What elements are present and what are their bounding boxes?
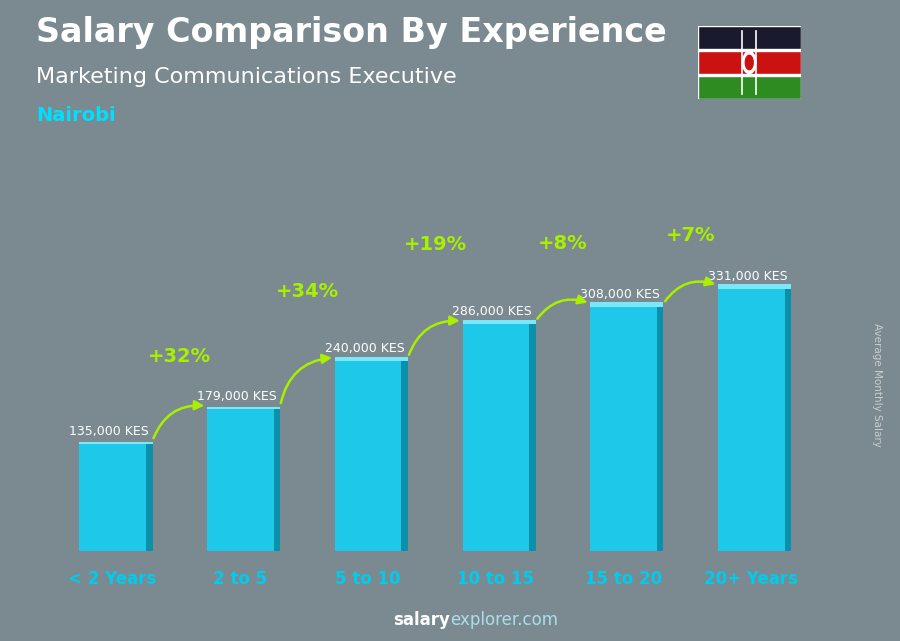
Bar bbox=[718, 284, 791, 288]
Text: 15 to 20: 15 to 20 bbox=[585, 570, 662, 588]
Bar bbox=[785, 288, 791, 551]
Text: Salary Comparison By Experience: Salary Comparison By Experience bbox=[36, 16, 667, 49]
Bar bbox=[463, 324, 529, 551]
Bar bbox=[698, 26, 801, 50]
Text: explorer.com: explorer.com bbox=[450, 612, 558, 629]
Text: 240,000 KES: 240,000 KES bbox=[325, 342, 404, 354]
Bar bbox=[698, 74, 801, 76]
Bar bbox=[657, 307, 663, 551]
Text: 331,000 KES: 331,000 KES bbox=[708, 270, 788, 283]
Bar bbox=[146, 444, 152, 551]
Bar bbox=[335, 358, 408, 361]
Text: 20+ Years: 20+ Years bbox=[705, 570, 798, 588]
Text: 5 to 10: 5 to 10 bbox=[336, 570, 400, 588]
Bar bbox=[590, 303, 663, 307]
Polygon shape bbox=[745, 55, 753, 70]
Text: 135,000 KES: 135,000 KES bbox=[69, 425, 149, 438]
Text: salary: salary bbox=[393, 612, 450, 629]
Text: +19%: +19% bbox=[404, 235, 467, 254]
Text: +7%: +7% bbox=[666, 226, 716, 246]
Text: < 2 Years: < 2 Years bbox=[68, 570, 157, 588]
Text: +34%: +34% bbox=[276, 282, 339, 301]
Text: +8%: +8% bbox=[538, 235, 588, 253]
Text: 308,000 KES: 308,000 KES bbox=[580, 288, 660, 301]
Bar bbox=[79, 444, 146, 551]
Bar bbox=[463, 320, 536, 324]
Bar bbox=[401, 361, 408, 551]
Bar bbox=[698, 75, 801, 99]
Text: 2 to 5: 2 to 5 bbox=[213, 570, 267, 588]
Bar bbox=[335, 361, 401, 551]
Polygon shape bbox=[742, 51, 756, 74]
Bar bbox=[698, 50, 801, 75]
Bar bbox=[529, 324, 535, 551]
Text: 286,000 KES: 286,000 KES bbox=[453, 305, 532, 319]
Bar bbox=[207, 406, 280, 409]
Text: Nairobi: Nairobi bbox=[36, 106, 115, 125]
Bar bbox=[718, 288, 785, 551]
Text: 10 to 15: 10 to 15 bbox=[457, 570, 535, 588]
Text: Average Monthly Salary: Average Monthly Salary bbox=[872, 322, 883, 447]
Text: 179,000 KES: 179,000 KES bbox=[197, 390, 276, 403]
Text: +32%: +32% bbox=[148, 347, 211, 366]
Bar bbox=[79, 442, 152, 444]
Bar bbox=[590, 307, 657, 551]
Bar bbox=[698, 49, 801, 51]
Bar bbox=[207, 409, 274, 551]
Text: Marketing Communications Executive: Marketing Communications Executive bbox=[36, 67, 456, 87]
Bar bbox=[274, 409, 280, 551]
